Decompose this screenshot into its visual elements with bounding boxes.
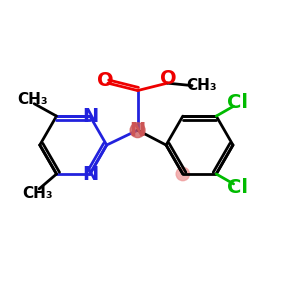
Text: Cl: Cl — [227, 178, 248, 197]
Text: N: N — [130, 121, 146, 140]
Circle shape — [130, 123, 145, 138]
Text: N: N — [82, 164, 98, 184]
Text: O: O — [160, 69, 177, 88]
Text: CH₃: CH₃ — [187, 78, 217, 93]
Text: O: O — [97, 71, 114, 90]
Text: CH₃: CH₃ — [22, 186, 53, 201]
Circle shape — [176, 167, 190, 181]
Text: CH₃: CH₃ — [18, 92, 48, 107]
Text: N: N — [82, 106, 98, 126]
Text: Cl: Cl — [227, 93, 248, 112]
